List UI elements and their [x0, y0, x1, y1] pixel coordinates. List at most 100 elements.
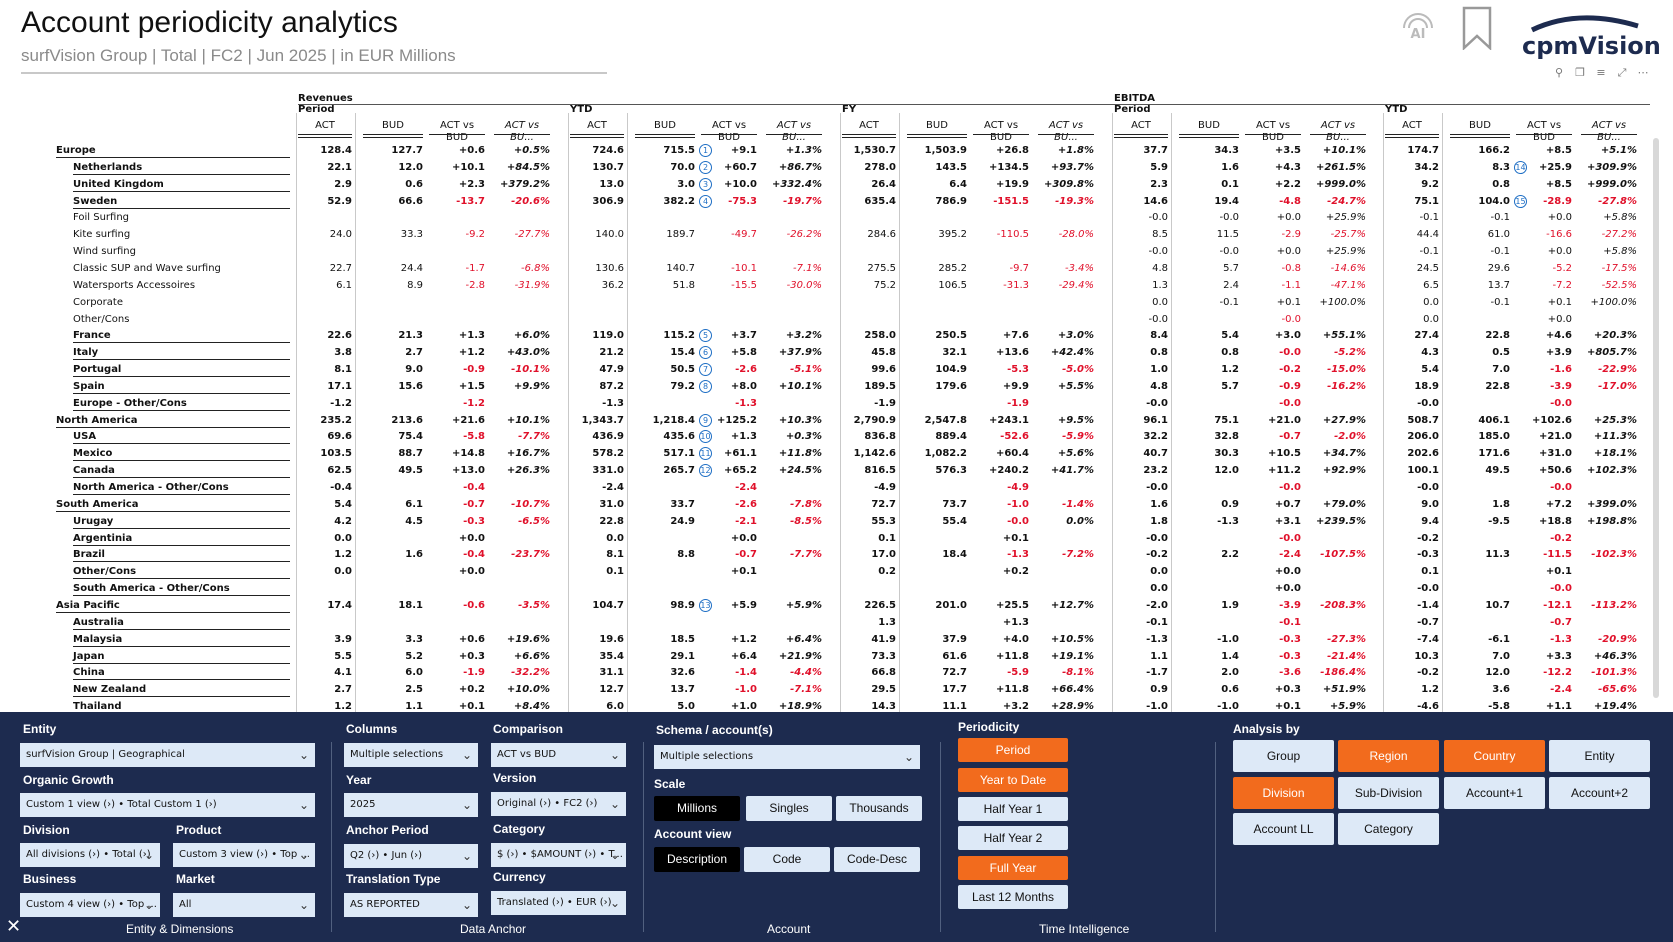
- row-label[interactable]: Sweden: [73, 196, 118, 207]
- schema-dropdown[interactable]: Multiple selections ⌄: [654, 745, 920, 769]
- row-label[interactable]: Brazil: [73, 549, 105, 560]
- row-label[interactable]: Mexico: [73, 448, 113, 459]
- bookmark-icon[interactable]: [1460, 6, 1494, 50]
- analysis-account-ll-button[interactable]: Account LL: [1233, 813, 1334, 845]
- version-dropdown[interactable]: Original (›) • FC2 (›) ⌄: [491, 792, 626, 816]
- comment-badge[interactable]: 3: [699, 178, 712, 191]
- periodicity-ytd-button[interactable]: Year to Date: [958, 768, 1068, 792]
- row-label[interactable]: China: [73, 667, 105, 678]
- ai-icon[interactable]: AI: [1400, 10, 1436, 40]
- market-dropdown[interactable]: All ⌄: [173, 893, 315, 917]
- row-label[interactable]: Argentinia: [73, 533, 133, 544]
- analysis-entity-button[interactable]: Entity: [1549, 740, 1650, 772]
- analysis-country-button[interactable]: Country: [1444, 740, 1545, 772]
- periodicity-half-year-2-button[interactable]: Half Year 2: [958, 826, 1068, 850]
- row-label[interactable]: Wind surfing: [73, 246, 136, 257]
- column-header[interactable]: ACT vs BUD: [1526, 120, 1562, 143]
- row-label[interactable]: Europe: [56, 145, 96, 156]
- comparison-dropdown[interactable]: ACT vs BUD ⌄: [491, 743, 626, 767]
- division-dropdown[interactable]: All divisions (›) • Total (›) ⌄: [20, 843, 160, 867]
- row-label[interactable]: Thailand: [73, 701, 122, 712]
- vertical-scrollbar[interactable]: [1653, 138, 1659, 698]
- row-label[interactable]: Foil Surfing: [73, 212, 130, 223]
- comment-badge[interactable]: 6: [699, 346, 712, 359]
- analysis-region-button[interactable]: Region: [1338, 740, 1439, 772]
- column-header[interactable]: ACT: [587, 120, 607, 131]
- row-label[interactable]: Other/Cons: [73, 566, 137, 577]
- row-label[interactable]: Asia Pacific: [56, 600, 120, 611]
- periodicity-half-year-1-button[interactable]: Half Year 1: [958, 797, 1068, 821]
- comment-badge[interactable]: 10: [699, 430, 712, 443]
- row-label[interactable]: Australia: [73, 617, 124, 628]
- category-dropdown[interactable]: $ (›) • $AMOUNT (›) • T... ⌄: [491, 843, 626, 867]
- row-label[interactable]: Netherlands: [73, 162, 143, 173]
- column-header[interactable]: ACT vs BU...: [776, 120, 812, 143]
- row-label[interactable]: Corporate: [73, 297, 123, 308]
- comment-badge[interactable]: 11: [699, 447, 712, 460]
- column-header[interactable]: BUD: [926, 120, 948, 131]
- column-header[interactable]: ACT vs BU...: [1320, 120, 1356, 143]
- columns-dropdown[interactable]: Multiple selections ⌄: [344, 743, 478, 767]
- comment-badge[interactable]: 4: [699, 195, 712, 208]
- column-header[interactable]: ACT vs BUD: [1255, 120, 1291, 143]
- row-label[interactable]: Malaysia: [73, 634, 123, 645]
- row-label[interactable]: Japan: [73, 651, 105, 662]
- column-header[interactable]: BUD: [382, 120, 404, 131]
- column-header[interactable]: ACT vs BU...: [1591, 120, 1627, 143]
- close-icon[interactable]: ✕: [6, 916, 22, 937]
- column-header[interactable]: ACT vs BUD: [983, 120, 1019, 143]
- column-header[interactable]: ACT: [1402, 120, 1422, 131]
- analysis-category-button[interactable]: Category: [1338, 813, 1439, 845]
- row-label[interactable]: Italy: [73, 347, 99, 358]
- comment-badge[interactable]: 1: [699, 144, 712, 157]
- row-label[interactable]: North America: [56, 415, 138, 426]
- anchor-period-dropdown[interactable]: Q2 (›) • Jun (›) ⌄: [344, 844, 478, 868]
- column-header[interactable]: ACT vs BU...: [504, 120, 540, 143]
- comment-badge[interactable]: 8: [699, 380, 712, 393]
- row-label[interactable]: South America: [56, 499, 139, 510]
- scale-singles-button[interactable]: Singles: [746, 796, 832, 821]
- row-label[interactable]: France: [73, 330, 111, 341]
- comment-badge[interactable]: 7: [699, 363, 712, 376]
- account-view-code-button[interactable]: Code: [744, 847, 830, 872]
- organic-growth-dropdown[interactable]: Custom 1 view (›) • Total Custom 1 (›) ⌄: [20, 793, 315, 817]
- comment-badge[interactable]: 13: [699, 599, 712, 612]
- column-header[interactable]: BUD: [654, 120, 676, 131]
- row-label[interactable]: United Kingdom: [73, 179, 164, 190]
- comment-badge[interactable]: 12: [699, 464, 712, 477]
- row-label[interactable]: South America - Other/Cons: [73, 583, 230, 594]
- translation-type-dropdown[interactable]: AS REPORTED ⌄: [344, 893, 478, 917]
- row-label[interactable]: USA: [73, 431, 97, 442]
- column-header[interactable]: BUD: [1469, 120, 1491, 131]
- product-dropdown[interactable]: Custom 3 view (›) • Top ... ⌄: [173, 843, 315, 867]
- column-header[interactable]: ACT: [1131, 120, 1151, 131]
- row-label[interactable]: Classic SUP and Wave surfing: [73, 263, 221, 274]
- account-view-description-button[interactable]: Description: [654, 847, 740, 872]
- entity-dropdown[interactable]: surfVision Group | Geographical ⌄: [20, 743, 315, 767]
- column-header[interactable]: ACT: [315, 120, 335, 131]
- more-options-icon[interactable]: ⋯: [1637, 66, 1649, 79]
- row-label[interactable]: Watersports Accessoires: [73, 280, 196, 291]
- column-header[interactable]: ACT: [859, 120, 879, 131]
- analysis-account-plus-1-button[interactable]: Account+1: [1444, 777, 1545, 809]
- comment-badge[interactable]: 5: [699, 329, 712, 342]
- column-header[interactable]: BUD: [1198, 120, 1220, 131]
- row-label[interactable]: North America - Other/Cons: [73, 482, 229, 493]
- row-label[interactable]: Europe - Other/Cons: [73, 398, 187, 409]
- account-view-code-desc-button[interactable]: Code-Desc: [834, 847, 920, 872]
- column-header[interactable]: ACT vs BUD: [711, 120, 747, 143]
- row-label[interactable]: Canada: [73, 465, 115, 476]
- year-dropdown[interactable]: 2025 ⌄: [344, 793, 478, 817]
- row-label[interactable]: Kite surfing: [73, 229, 131, 240]
- row-label[interactable]: New Zealand: [73, 684, 147, 695]
- periodicity-last-12-months-button[interactable]: Last 12 Months: [958, 885, 1068, 909]
- analysis-division-button[interactable]: Division: [1233, 777, 1334, 809]
- row-label[interactable]: Urugay: [73, 516, 114, 527]
- focus-mode-icon[interactable]: ⤢: [1617, 66, 1627, 79]
- periodicity-full-year-button[interactable]: Full Year: [958, 856, 1068, 880]
- comment-badge[interactable]: 2: [699, 161, 712, 174]
- row-label[interactable]: Other/Cons: [73, 314, 130, 325]
- scale-thousands-button[interactable]: Thousands: [836, 796, 922, 821]
- analysis-group-button[interactable]: Group: [1233, 740, 1334, 772]
- filter-icon[interactable]: ≡: [1596, 66, 1606, 79]
